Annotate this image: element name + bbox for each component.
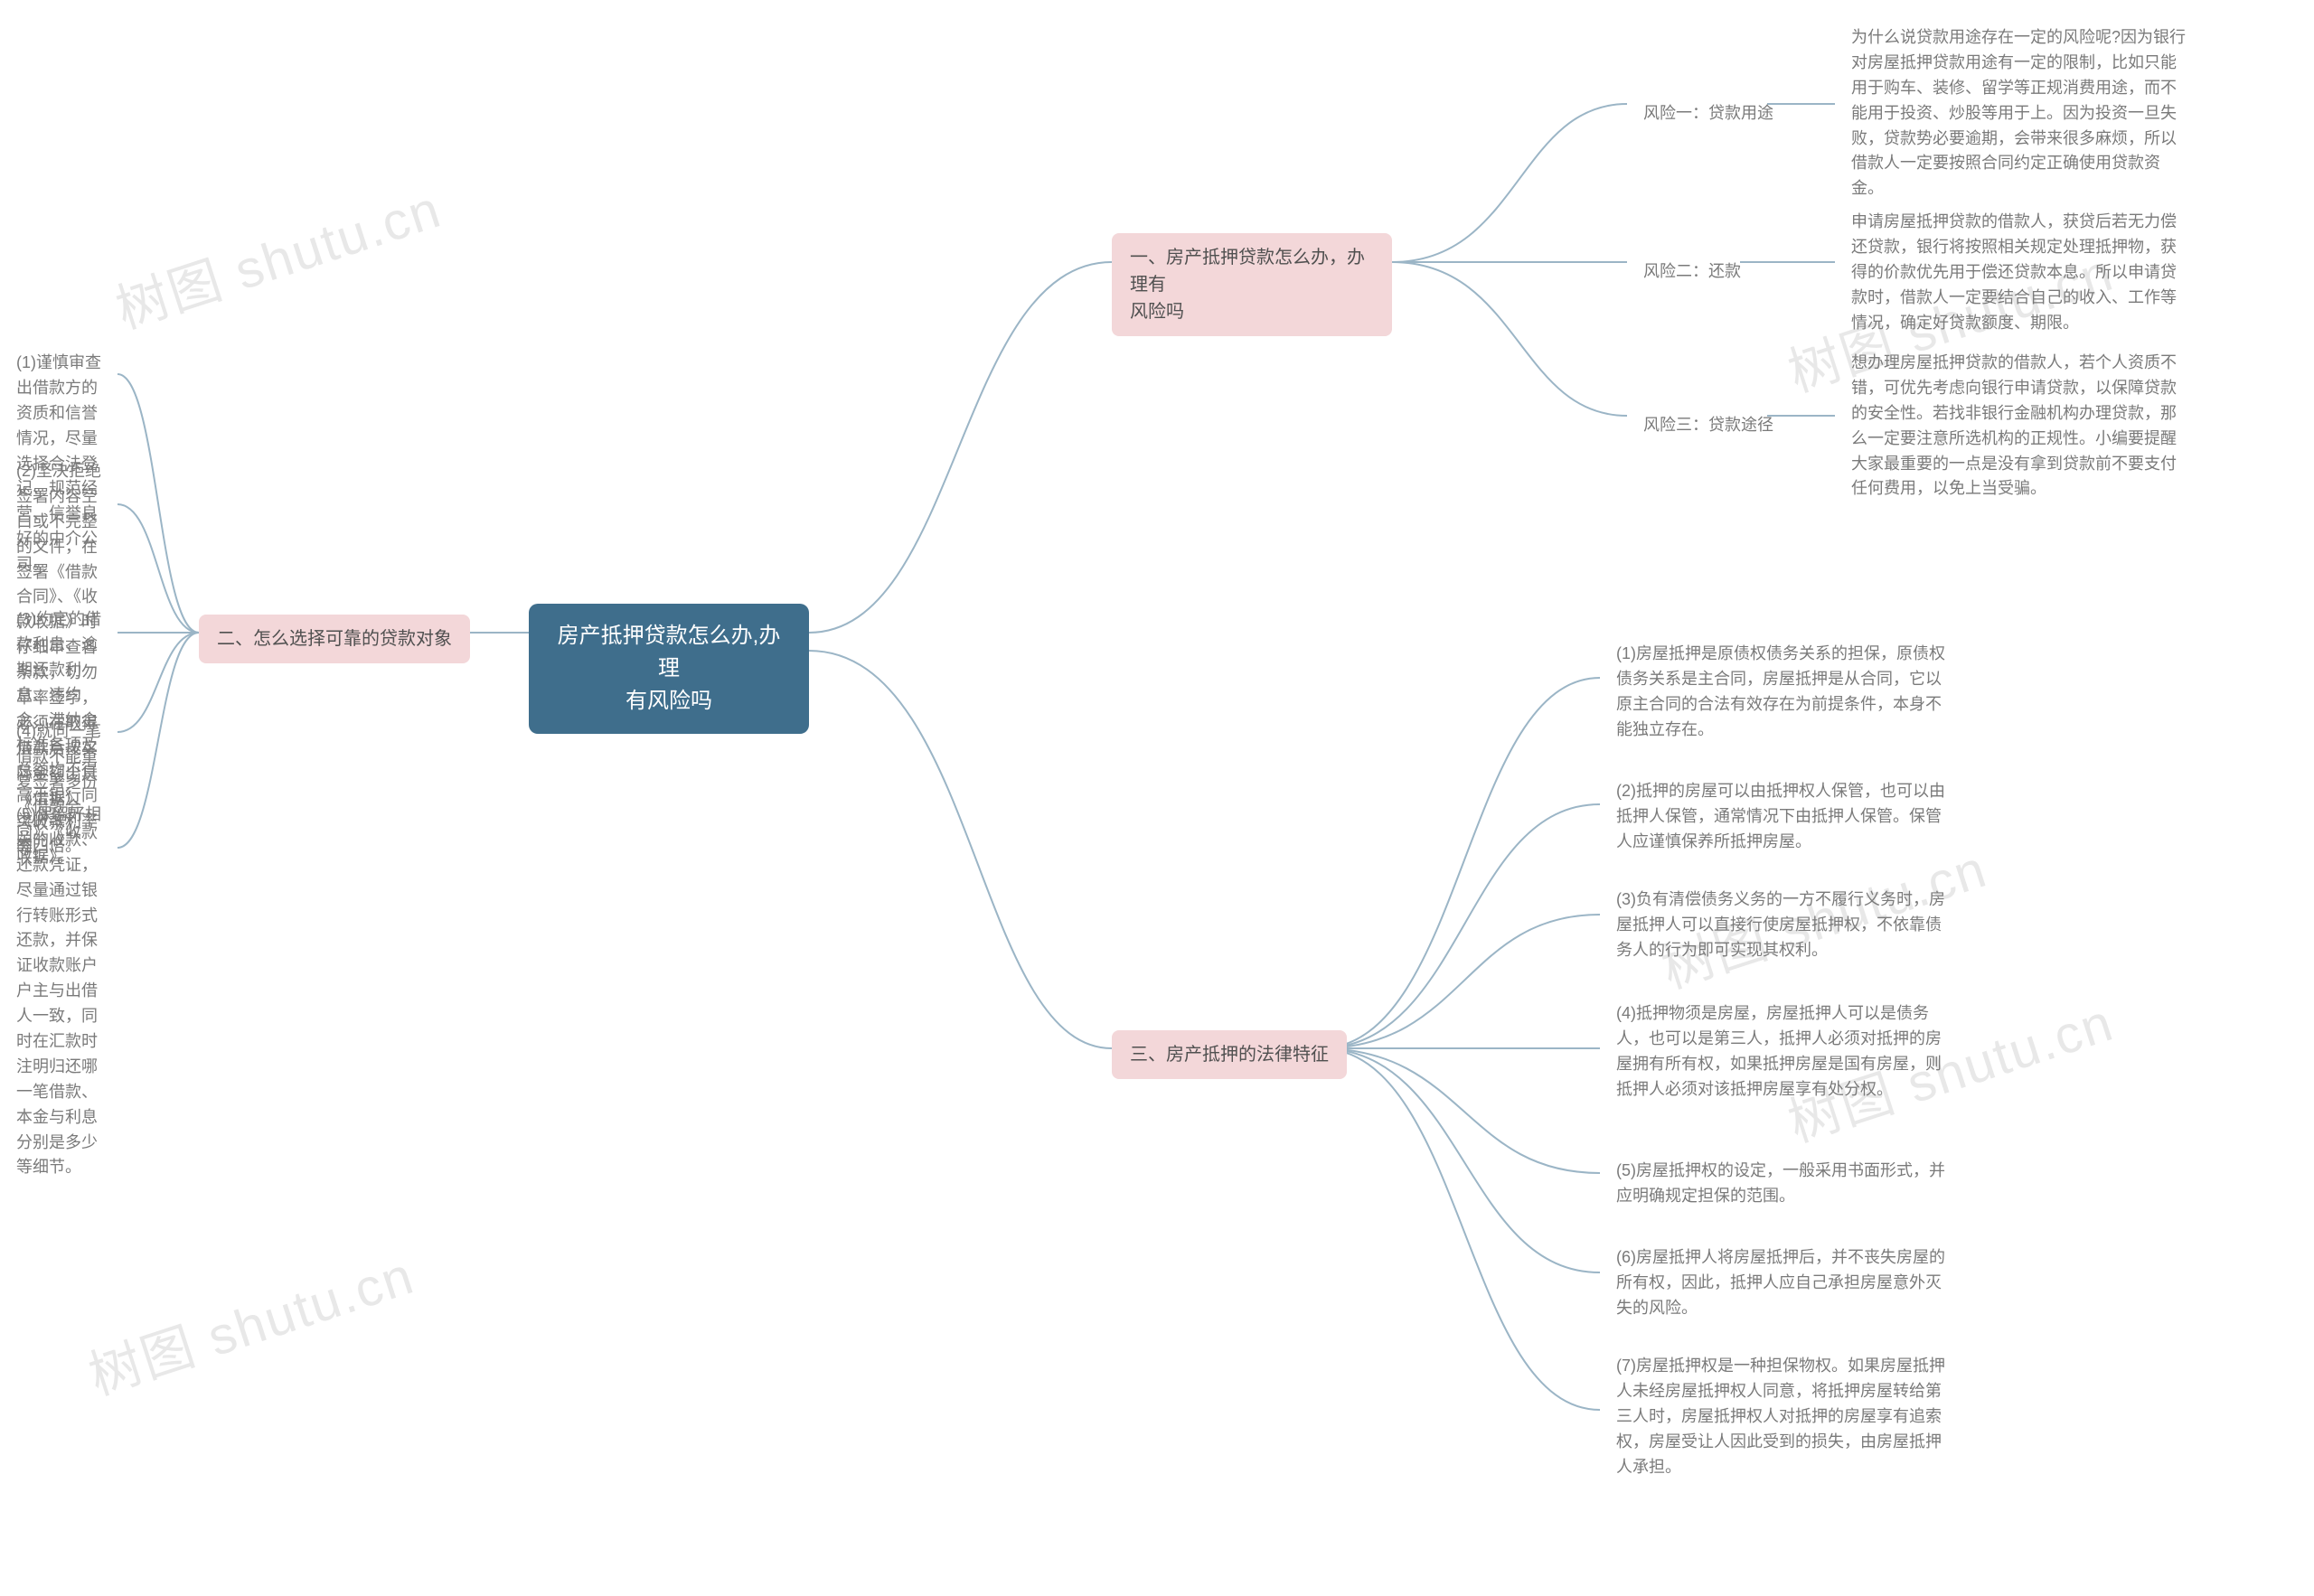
b2-c5: (5)保留好相关的收款、还款凭证，尽量通过银行转账形式还款，并保证收款账户户主与… [0, 793, 118, 1189]
root-node: 房产抵押贷款怎么办,办理 有风险吗 [529, 604, 809, 734]
watermark: 树图 shutu.cn [78, 1233, 422, 1409]
b3-c1: (1)房屋抵押是原债权债务关系的担保，原债权债务关系是主合同，房屋抵押是从合同，… [1600, 633, 1971, 752]
b1-c3-detail: 想办理房屋抵押贷款的借款人，若个人资质不错，可优先考虑向银行申请贷款，以保障贷款… [1835, 342, 2206, 511]
branch-1-line2: 风险吗 [1130, 298, 1374, 325]
b1-c1-label: 风险一：贷款用途 [1627, 92, 1790, 136]
b3-c3: (3)负有清偿债务义务的一方不履行义务时，房屋抵押人可以直接行使房屋抵押权，不依… [1600, 878, 1971, 972]
b3-c5: (5)房屋抵押权的设定，一般采用书面形式，并应明确规定担保的范围。 [1600, 1150, 1971, 1218]
b3-c7: (7)房屋抵押权是一种担保物权。如果房屋抵押人未经房屋抵押权人同意，将抵押房屋转… [1600, 1345, 1971, 1488]
branch-1: 一、房产抵押贷款怎么办，办理有 风险吗 [1112, 233, 1392, 336]
watermark: 树图 shutu.cn [105, 166, 449, 343]
branch-1-line1: 一、房产抵押贷款怎么办，办理有 [1130, 244, 1374, 298]
b3-c4: (4)抵押物须是房屋，房屋抵押人可以是债务人，也可以是第三人，抵押人必须对抵押的… [1600, 992, 1971, 1112]
b1-c2-label: 风险二：还款 [1627, 250, 1757, 294]
branch-2: 二、怎么选择可靠的贷款对象 [199, 615, 470, 663]
b1-c2-detail: 申请房屋抵押贷款的借款人，获贷后若无力偿还贷款，银行将按照相关规定处理抵押物，获… [1835, 201, 2206, 344]
branch-3: 三、房产抵押的法律特征 [1112, 1030, 1347, 1079]
b1-c1-detail: 为什么说贷款用途存在一定的风险呢?因为银行对房屋抵押贷款用途有一定的限制，比如只… [1835, 16, 2206, 211]
root-line1: 房产抵押贷款怎么办,办理 [554, 620, 784, 685]
b3-c2: (2)抵押的房屋可以由抵押权人保管，也可以由抵押人保管，通常情况下由抵押人保管。… [1600, 770, 1971, 864]
b3-c6: (6)房屋抵押人将房屋抵押后，并不丧失房屋的所有权，因此，抵押人应自己承担房屋意… [1600, 1236, 1971, 1330]
b1-c3-label: 风险三：贷款途径 [1627, 404, 1790, 447]
root-line2: 有风险吗 [554, 685, 784, 718]
